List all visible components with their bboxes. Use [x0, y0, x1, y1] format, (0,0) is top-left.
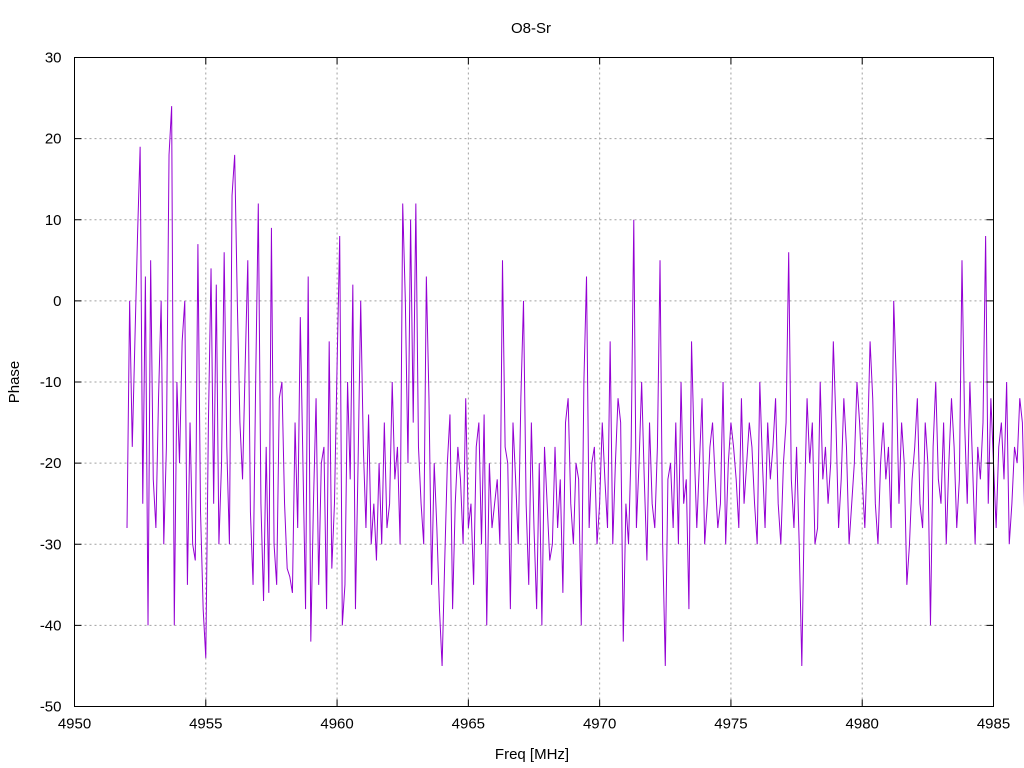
phase-series-line [126, 106, 1024, 666]
y-tick-label: 20 [45, 131, 62, 148]
x-tick-label: 4950 [58, 716, 91, 733]
y-tick-label: -40 [40, 617, 62, 634]
y-tick-label: 0 [53, 293, 61, 310]
x-tick-label: 4965 [452, 716, 485, 733]
x-tick-label: 4975 [714, 716, 747, 733]
x-tick-label: 4970 [583, 716, 616, 733]
data-series [126, 106, 1024, 666]
x-axis-label: Freq [MHz] [495, 746, 569, 763]
y-axis-label: Phase [6, 361, 23, 404]
axis-ticks: 4950 4955 4960 4965 4970 4975 4980 4985 -50 -40 -3… [40, 50, 1010, 733]
x-tick-label: 4985 [977, 716, 1010, 733]
y-tick-label: -30 [40, 536, 62, 553]
y-tick-label: 10 [45, 212, 62, 229]
y-tick-label: 30 [45, 50, 62, 67]
x-tick-label: 4955 [189, 716, 222, 733]
chart-title: O8-Sr [511, 20, 551, 37]
x-tick-label: 4960 [320, 716, 353, 733]
y-tick-label: -50 [40, 699, 62, 716]
y-tick-label: -20 [40, 455, 62, 472]
y-tick-label: -10 [40, 374, 62, 391]
grid-lines [74, 57, 994, 707]
x-tick-label: 4980 [846, 716, 879, 733]
